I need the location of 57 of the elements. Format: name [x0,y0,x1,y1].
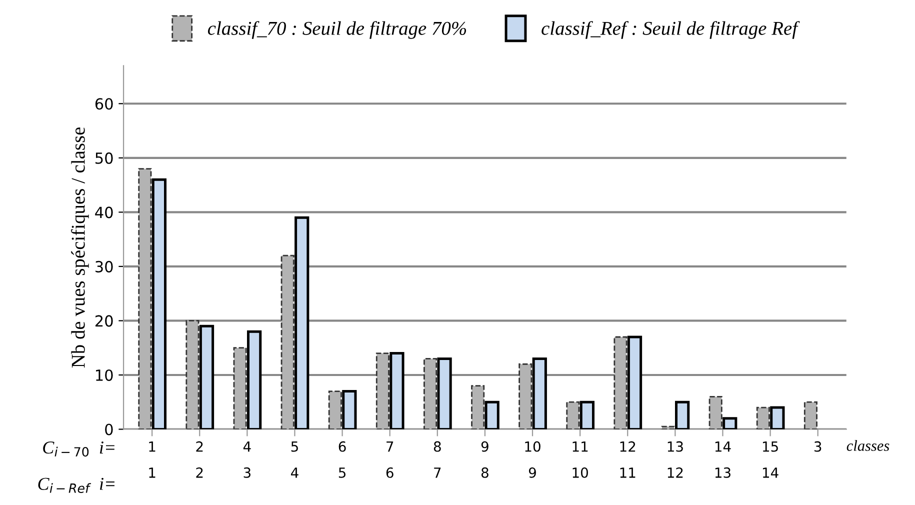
bar [152,178,167,430]
x-tick-label: 13 12 [668,441,683,478]
bar [437,357,452,430]
y-tick-label: 40 [95,206,113,218]
x-tick-label: 2 2 [196,441,203,478]
legend-label: classif_70 : Seuil de filtrage 70% [208,21,466,39]
y-tick-label: 20 [95,315,113,327]
x-tick-label: 8 7 [434,441,441,478]
x-tick-label: 9 8 [481,441,488,478]
bar [708,396,722,430]
bar [661,426,675,430]
bar [484,400,500,430]
bar [376,352,390,430]
x-tick-label: 14 13 [715,441,731,478]
y-tick-label: 50 [96,152,113,164]
y-tick-label: 0 [105,424,113,436]
bar [627,336,642,430]
x-tick-label: 1 1 [149,441,156,478]
bar [770,406,785,430]
bar [804,401,818,430]
bar [424,358,438,430]
x-tick-label: 10 9 [525,441,540,478]
bar [722,417,738,430]
y-tick-label: 60 [95,98,113,110]
bar [518,363,532,430]
y-tick-label: 30 [96,260,113,272]
text: C$_{i−Ref}$ i= [38,478,114,493]
bar [614,336,628,430]
x-axis-title: classes [846,440,890,451]
bar [294,216,310,430]
x-tick-label: 3 [814,441,822,452]
x-tick-label: 5 4 [290,441,298,478]
y-axis-title: Nb de vues spécifiques / classe [70,127,89,368]
bar [280,254,294,430]
bar [390,352,404,430]
x-tick-label: 12 11 [620,441,636,478]
x-tick-label: 15 14 [762,441,778,478]
bar [328,390,342,430]
y-tick-label: 10 [96,369,113,382]
bar [756,406,770,430]
bar [471,385,485,430]
bar [580,400,595,430]
bar [199,324,214,430]
bar [566,401,580,430]
legend-label: classif_Ref : Seuil de filtrage Ref [542,21,800,39]
bar [233,347,247,430]
bar [342,390,357,430]
bar [246,330,262,430]
bar [138,168,152,430]
x-tick-label: 7 6 [386,441,394,478]
bar [674,400,690,430]
bar [186,320,200,430]
x-tick-label: 6 5 [338,441,346,478]
bar [532,357,547,430]
x-tick-label: 11 10 [572,441,588,478]
text: C$_{i−70}$ i= [43,441,114,457]
x-tick-label: 4 3 [243,441,251,478]
